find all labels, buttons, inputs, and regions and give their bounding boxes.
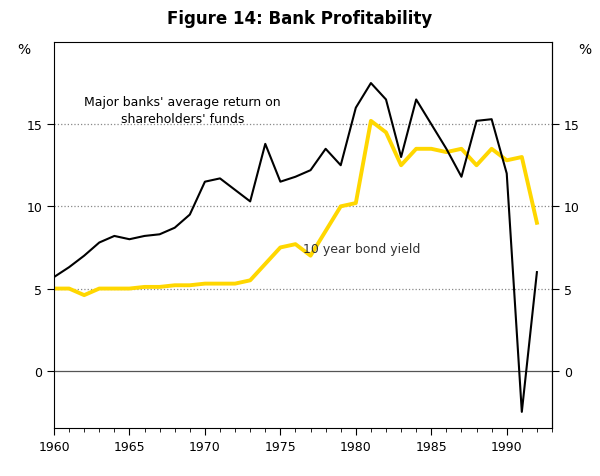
Text: Major banks' average return on
shareholders' funds: Major banks' average return on sharehold… [84, 95, 281, 125]
Text: Figure 14: Bank Profitability: Figure 14: Bank Profitability [167, 10, 433, 28]
Text: %: % [17, 43, 31, 57]
Text: 10 year bond yield: 10 year bond yield [303, 243, 421, 256]
Text: %: % [578, 43, 591, 57]
